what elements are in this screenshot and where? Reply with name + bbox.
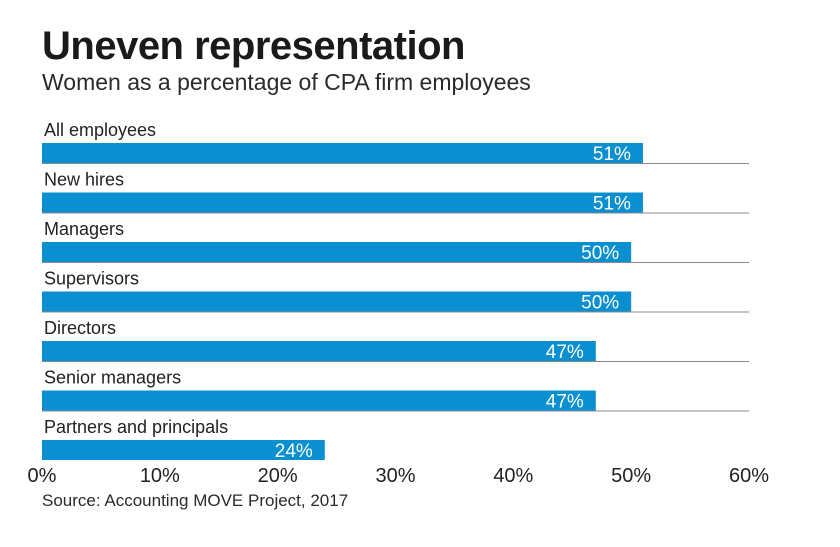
- bar-row: Directors 47%: [42, 318, 749, 363]
- bar: [42, 242, 632, 262]
- value-label: 24%: [275, 441, 313, 462]
- category-label: Managers: [44, 219, 124, 239]
- category-label: Senior managers: [44, 368, 181, 388]
- category-label: All employees: [44, 120, 156, 140]
- bar: [42, 390, 596, 411]
- category-label: New hires: [44, 170, 124, 190]
- x-tick-label: 10%: [140, 465, 180, 487]
- value-label: 51%: [593, 144, 631, 165]
- bar-row: Senior managers 47%: [42, 368, 749, 413]
- x-tick-label: 30%: [375, 465, 415, 487]
- bar: [42, 143, 643, 163]
- x-tick-label: 40%: [493, 465, 533, 487]
- x-tick-label: 50%: [611, 465, 651, 487]
- category-label: Supervisors: [44, 269, 139, 289]
- value-label: 47%: [546, 342, 584, 363]
- bar: [42, 192, 643, 213]
- chart-subtitle: Women as a percentage of CPA firm employ…: [42, 69, 531, 95]
- value-label: 47%: [546, 392, 584, 413]
- x-tick-label: 0%: [28, 465, 57, 487]
- value-label: 50%: [581, 293, 619, 314]
- bar-row: New hires 51%: [42, 170, 749, 215]
- value-label: 51%: [593, 194, 631, 215]
- value-label: 50%: [581, 243, 619, 264]
- x-axis: 0% 10% 20% 30% 40% 50% 60%: [28, 465, 770, 487]
- bar: [42, 291, 632, 312]
- bar-row: Supervisors 50%: [42, 269, 749, 314]
- chart-title: Uneven representation: [42, 24, 465, 68]
- x-tick-label: 60%: [729, 465, 769, 487]
- bar-row: Managers 50%: [42, 219, 749, 264]
- x-tick-label: 20%: [258, 465, 298, 487]
- category-label: Partners and principals: [44, 417, 228, 437]
- bar: [42, 341, 596, 361]
- bar-row: Partners and principals 24%: [42, 417, 325, 462]
- category-label: Directors: [44, 318, 116, 338]
- source-note: Source: Accounting MOVE Project, 2017: [42, 491, 349, 510]
- bar: [42, 440, 325, 460]
- bar-row: All employees 51%: [42, 120, 749, 165]
